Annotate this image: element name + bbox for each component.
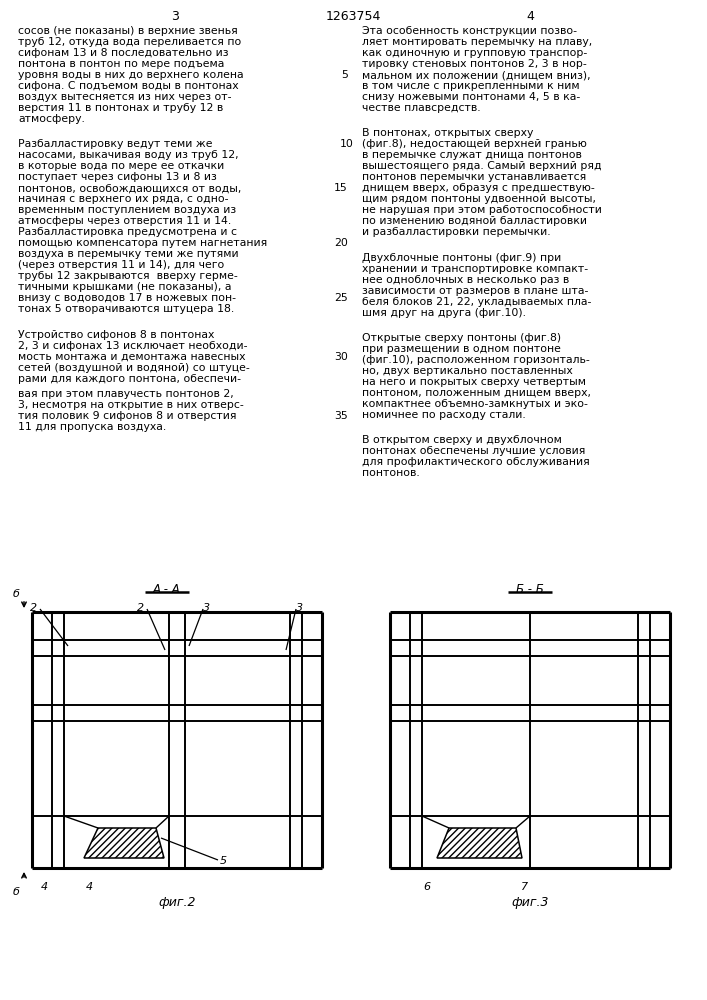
Text: атмосферу.: атмосферу.: [18, 114, 85, 124]
Text: фиг.3: фиг.3: [511, 896, 549, 909]
Text: 2: 2: [137, 603, 144, 613]
Text: 30: 30: [334, 352, 348, 362]
Text: атмосферы через отверстия 11 и 14.: атмосферы через отверстия 11 и 14.: [18, 216, 231, 226]
Text: беля блоков 21, 22, укладываемых пла-: беля блоков 21, 22, укладываемых пла-: [362, 297, 591, 307]
Text: A - A: A - A: [153, 583, 181, 596]
Text: (через отверстия 11 и 14), для чего: (через отверстия 11 и 14), для чего: [18, 260, 224, 270]
Text: нее одноблочных в несколько раз в: нее одноблочных в несколько раз в: [362, 275, 569, 285]
Text: временным поступлением воздуха из: временным поступлением воздуха из: [18, 205, 236, 215]
Text: ляет монтировать перемычку на плаву,: ляет монтировать перемычку на плаву,: [362, 37, 592, 47]
Text: 3: 3: [204, 603, 211, 613]
Text: 11 для пропуска воздуха.: 11 для пропуска воздуха.: [18, 422, 166, 432]
Text: В открытом сверху и двухблочном: В открытом сверху и двухблочном: [362, 435, 562, 445]
Text: 5: 5: [341, 70, 348, 80]
Text: понтонов перемычки устанавливается: понтонов перемычки устанавливается: [362, 172, 586, 182]
Text: вышестоящего ряда. Самый верхний ряд: вышестоящего ряда. Самый верхний ряд: [362, 161, 602, 171]
Text: понтонах обеспечены лучшие условия: понтонах обеспечены лучшие условия: [362, 446, 585, 456]
Text: 10: 10: [340, 139, 354, 149]
Text: 35: 35: [334, 411, 348, 421]
Text: компактнее объемно-замкнутых и эко-: компактнее объемно-замкнутых и эко-: [362, 399, 588, 409]
Text: Разбалластировку ведут теми же: Разбалластировку ведут теми же: [18, 139, 213, 149]
Text: 15: 15: [334, 183, 348, 193]
Text: (фиг.10), расположенном горизонталь-: (фиг.10), расположенном горизонталь-: [362, 355, 590, 365]
Text: как одиночную и групповую транспор-: как одиночную и групповую транспор-: [362, 48, 588, 58]
Text: 2, 3 и сифонах 13 исключает необходи-: 2, 3 и сифонах 13 исключает необходи-: [18, 341, 247, 351]
Text: номичнее по расходу стали.: номичнее по расходу стали.: [362, 410, 526, 420]
Text: понтонов, освобождающихся от воды,: понтонов, освобождающихся от воды,: [18, 183, 241, 193]
Text: Двухблочные понтоны (фиг.9) при: Двухблочные понтоны (фиг.9) при: [362, 253, 561, 263]
Text: хранении и транспортировке компакт-: хранении и транспортировке компакт-: [362, 264, 588, 274]
Text: воздуха в перемычку теми же путями: воздуха в перемычку теми же путями: [18, 249, 239, 259]
Text: 1263754: 1263754: [325, 10, 380, 23]
Text: в том числе с прикрепленными к ним: в том числе с прикрепленными к ним: [362, 81, 580, 91]
Text: 3: 3: [171, 10, 179, 23]
Text: на него и покрытых сверху четвертым: на него и покрытых сверху четвертым: [362, 377, 586, 387]
Text: 25: 25: [334, 293, 348, 303]
Text: помощью компенсатора путем нагнетания: помощью компенсатора путем нагнетания: [18, 238, 267, 248]
Polygon shape: [437, 828, 522, 858]
Polygon shape: [84, 828, 164, 858]
Text: зависимости от размеров в плане шта-: зависимости от размеров в плане шта-: [362, 286, 588, 296]
Text: Открытые сверху понтоны (фиг.8): Открытые сверху понтоны (фиг.8): [362, 333, 561, 343]
Text: труб 12, откуда вода переливается по: труб 12, откуда вода переливается по: [18, 37, 241, 47]
Text: внизу с водоводов 17 в ножевых пон-: внизу с водоводов 17 в ножевых пон-: [18, 293, 236, 303]
Text: насосами, выкачивая воду из труб 12,: насосами, выкачивая воду из труб 12,: [18, 150, 239, 160]
Text: верстия 11 в понтонах и трубу 12 в: верстия 11 в понтонах и трубу 12 в: [18, 103, 223, 113]
Text: фиг.2: фиг.2: [158, 896, 196, 909]
Text: днищем вверх, образуя с предшествую-: днищем вверх, образуя с предшествую-: [362, 183, 595, 193]
Text: Устройство сифонов 8 в понтонах: Устройство сифонов 8 в понтонах: [18, 330, 214, 340]
Text: тировку стеновых понтонов 2, 3 в нор-: тировку стеновых понтонов 2, 3 в нор-: [362, 59, 587, 69]
Text: 6: 6: [423, 882, 431, 892]
Text: начиная с верхнего их ряда, с одно-: начиная с верхнего их ряда, с одно-: [18, 194, 228, 204]
Text: сетей (воздушной и водяной) со штуце-: сетей (воздушной и водяной) со штуце-: [18, 363, 250, 373]
Text: шмя друг на друга (фиг.10).: шмя друг на друга (фиг.10).: [362, 308, 526, 318]
Text: б: б: [13, 887, 19, 897]
Text: сосов (не показаны) в верхние звенья: сосов (не показаны) в верхние звенья: [18, 26, 238, 36]
Text: уровня воды в них до верхнего колена: уровня воды в них до верхнего колена: [18, 70, 244, 80]
Text: 4: 4: [40, 882, 47, 892]
Text: вая при этом плавучесть понтонов 2,: вая при этом плавучесть понтонов 2,: [18, 389, 234, 399]
Text: 3, несмотря на открытие в них отверс-: 3, несмотря на открытие в них отверс-: [18, 400, 244, 410]
Text: при размещении в одном понтоне: при размещении в одном понтоне: [362, 344, 561, 354]
Text: 4: 4: [86, 882, 93, 892]
Text: поступает через сифоны 13 и 8 из: поступает через сифоны 13 и 8 из: [18, 172, 217, 182]
Text: трубы 12 закрываются  вверху герме-: трубы 12 закрываются вверху герме-: [18, 271, 238, 281]
Text: не нарушая при этом работоспособности: не нарушая при этом работоспособности: [362, 205, 602, 215]
Text: воздух вытесняется из них через от-: воздух вытесняется из них через от-: [18, 92, 231, 102]
Text: 3: 3: [296, 603, 303, 613]
Text: сифона. С подъемом воды в понтонах: сифона. С подъемом воды в понтонах: [18, 81, 239, 91]
Text: и разбалластировки перемычки.: и разбалластировки перемычки.: [362, 227, 551, 237]
Text: Разбалластировка предусмотрена и с: Разбалластировка предусмотрена и с: [18, 227, 237, 237]
Text: понтонов.: понтонов.: [362, 468, 420, 478]
Text: 2: 2: [30, 603, 37, 613]
Text: тонах 5 отворачиваются штуцера 18.: тонах 5 отворачиваются штуцера 18.: [18, 304, 234, 314]
Text: в которые вода по мере ее откачки: в которые вода по мере ее откачки: [18, 161, 224, 171]
Text: для профилактического обслуживания: для профилактического обслуживания: [362, 457, 590, 467]
Text: Б - Б: Б - Б: [516, 583, 544, 596]
Text: мальном их положении (днищем вниз),: мальном их положении (днищем вниз),: [362, 70, 590, 80]
Text: сифонам 13 и 8 последовательно из: сифонам 13 и 8 последовательно из: [18, 48, 228, 58]
Text: по изменению водяной балластировки: по изменению водяной балластировки: [362, 216, 587, 226]
Text: В понтонах, открытых сверху: В понтонах, открытых сверху: [362, 128, 533, 138]
Text: тичными крышками (не показаны), а: тичными крышками (не показаны), а: [18, 282, 231, 292]
Text: рами для каждого понтона, обеспечи-: рами для каждого понтона, обеспечи-: [18, 374, 241, 384]
Text: щим рядом понтоны удвоенной высоты,: щим рядом понтоны удвоенной высоты,: [362, 194, 596, 204]
Text: в перемычке служат днища понтонов: в перемычке служат днища понтонов: [362, 150, 582, 160]
Text: Эта особенность конструкции позво-: Эта особенность конструкции позво-: [362, 26, 577, 36]
Text: но, двух вертикально поставленных: но, двух вертикально поставленных: [362, 366, 573, 376]
Text: 7: 7: [522, 882, 529, 892]
Text: понтона в понтон по мере подъема: понтона в понтон по мере подъема: [18, 59, 224, 69]
Text: честве плавсредств.: честве плавсредств.: [362, 103, 481, 113]
Text: 5: 5: [220, 856, 227, 866]
Text: мость монтажа и демонтажа навесных: мость монтажа и демонтажа навесных: [18, 352, 245, 362]
Text: снизу ножевыми понтонами 4, 5 в ка-: снизу ножевыми понтонами 4, 5 в ка-: [362, 92, 580, 102]
Text: понтоном, положенным днищем вверх,: понтоном, положенным днищем вверх,: [362, 388, 591, 398]
Text: тия половик 9 сифонов 8 и отверстия: тия половик 9 сифонов 8 и отверстия: [18, 411, 237, 421]
Text: б: б: [13, 589, 19, 599]
Text: 20: 20: [334, 238, 348, 248]
Text: (фиг.8), недостающей верхней гранью: (фиг.8), недостающей верхней гранью: [362, 139, 587, 149]
Text: 4: 4: [526, 10, 534, 23]
